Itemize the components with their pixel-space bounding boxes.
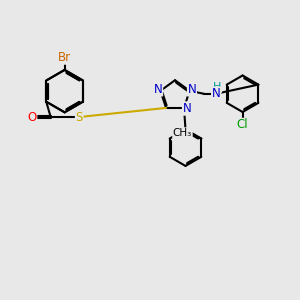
Text: N: N	[188, 83, 196, 96]
Text: H: H	[213, 82, 221, 92]
Text: Br: Br	[58, 51, 71, 64]
Text: S: S	[76, 110, 83, 124]
Text: O: O	[27, 110, 36, 124]
Text: N: N	[154, 83, 163, 96]
Text: Cl: Cl	[237, 118, 248, 131]
Text: N: N	[212, 87, 220, 100]
Text: CH₃: CH₃	[173, 128, 192, 138]
Text: N: N	[183, 102, 191, 115]
